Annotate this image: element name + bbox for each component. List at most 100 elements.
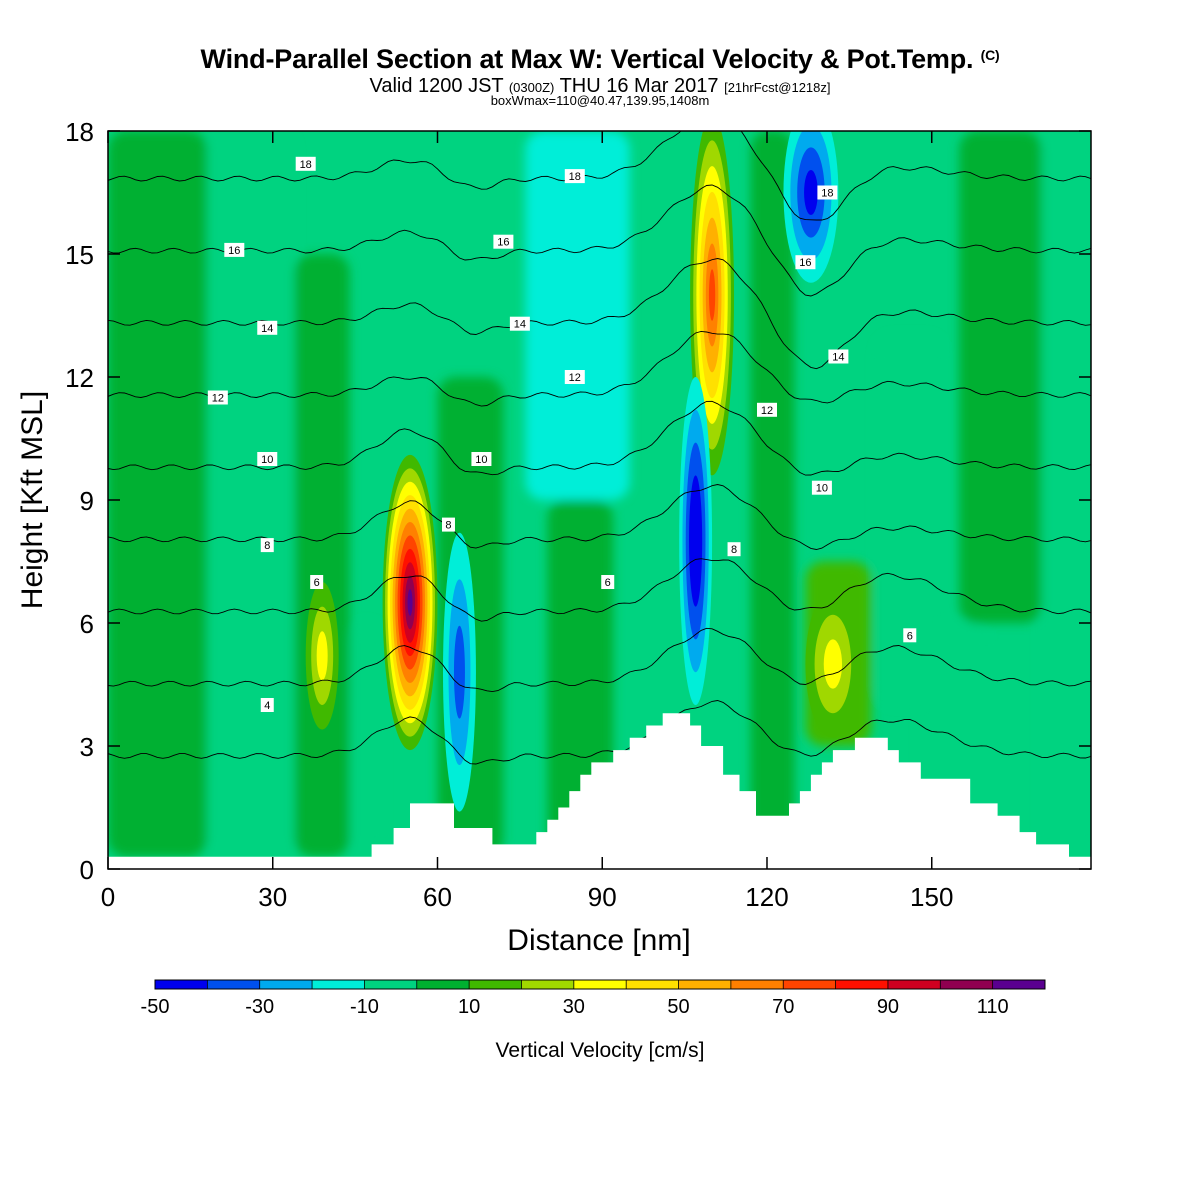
svg-text:6: 6	[314, 577, 320, 589]
chart-subtitle: Valid 1200 JST (0300Z) THU 16 Mar 2017 […	[0, 75, 1200, 98]
contour-label: 6	[310, 575, 324, 589]
core-band	[453, 625, 465, 719]
svg-text:16: 16	[799, 257, 811, 269]
colorbar-swatch	[416, 980, 470, 989]
theta-contours	[108, 131, 1091, 765]
velocity-core-2	[442, 532, 476, 812]
velocity-region-6	[525, 131, 630, 500]
x-axis: 0 30 60 90 120 150	[101, 131, 953, 912]
colorbar-swatch	[573, 980, 627, 989]
velocity-region-2	[294, 254, 350, 857]
y-tick-label: 0	[80, 855, 94, 885]
colorbar-tick-label: -50	[141, 996, 170, 1018]
svg-text:12: 12	[212, 393, 224, 405]
colorbar-tick-label: 50	[667, 996, 689, 1018]
colorbar-swatch	[207, 980, 261, 989]
velocity-region-1	[206, 131, 295, 857]
colorbar-swatch	[992, 980, 1046, 989]
colorbar-swatch	[469, 980, 522, 989]
x-tick-label: 30	[258, 882, 287, 912]
terrain	[108, 713, 1091, 869]
svg-text:8: 8	[445, 520, 451, 532]
svg-text:6: 6	[907, 630, 913, 642]
chart-title: Wind-Parallel Section at Max W: Vertical…	[0, 44, 1200, 75]
contour-label: 14	[828, 349, 849, 364]
colorbar-tick-label: 90	[877, 996, 899, 1018]
valid-utc: (0300Z)	[508, 80, 555, 95]
x-tick-label: 0	[101, 882, 115, 912]
contour-label: 10	[811, 480, 832, 495]
svg-text:6: 6	[605, 577, 611, 589]
svg-text:18: 18	[300, 159, 312, 171]
y-axis: 0 3 6 9 12 15 18	[65, 117, 1091, 885]
contour-label: 10	[471, 452, 492, 466]
colorbar-swatch	[259, 980, 313, 989]
colorbar-label: Vertical Velocity [cm/s]	[496, 1039, 705, 1062]
svg-text:18: 18	[821, 188, 833, 200]
x-tick-label: 150	[910, 882, 953, 912]
velocity-core-1	[382, 454, 438, 751]
theta-contour-6	[108, 558, 1091, 622]
chart-title-mark: (C)	[980, 47, 1000, 63]
contour-label: 4	[260, 698, 274, 712]
velocity-region-0	[108, 131, 207, 857]
y-tick-label: 9	[80, 486, 94, 516]
colorbar-swatch	[730, 980, 784, 989]
svg-text:12: 12	[569, 372, 581, 384]
colorbar-swatch	[940, 980, 994, 989]
y-tick-label: 18	[65, 117, 94, 147]
svg-text:10: 10	[475, 454, 487, 466]
contour-label: 12	[564, 370, 585, 384]
colorbar-tick-label: -30	[245, 996, 274, 1018]
svg-text:8: 8	[731, 544, 737, 556]
theta-contour-2	[108, 700, 1091, 765]
velocity-core-5	[783, 131, 839, 283]
velocity-region-11	[959, 131, 1042, 623]
velocity-core-6	[805, 590, 861, 738]
contour-label: 18	[295, 156, 316, 171]
contour-labels: 18 16 14 12 10 8 6 4 18 16 14 12 10 8 6 18 16 14 12 10 8 6	[207, 156, 917, 712]
svg-text:8: 8	[264, 540, 270, 552]
velocity-region-9	[876, 336, 943, 705]
core-band	[692, 508, 699, 574]
velocity-region-7	[750, 131, 795, 857]
velocity-core-3	[690, 131, 735, 476]
colorbar-swatch	[783, 980, 837, 989]
colorbar-swatch	[312, 980, 365, 989]
theta-contour-16	[108, 184, 1091, 297]
y-axis-label: Height [Kft MSL]	[16, 391, 49, 609]
colorbar-tick-label: 10	[458, 996, 480, 1018]
theta-contour-10	[108, 400, 1091, 476]
colorbar-tick-label: -10	[350, 996, 379, 1018]
plot-area: 18 16 14 12 10 8 6 4 18 16 14 12 10 8 6 18 16 14 12 10 8 6	[108, 131, 1091, 869]
x-tick-label: 120	[745, 882, 788, 912]
colorbar-swatch	[835, 980, 889, 989]
core-band	[407, 589, 413, 616]
y-tick-label: 12	[65, 363, 94, 393]
contour-label: 18	[564, 169, 585, 184]
colorbar-swatch	[887, 980, 941, 989]
contour-label: 6	[903, 628, 917, 643]
theta-contour-4	[108, 627, 1091, 693]
contour-label: 10	[257, 452, 278, 466]
svg-text:4: 4	[264, 700, 270, 712]
colorbar: -50 -30 -10 10 30 50 70 90 110	[141, 979, 1046, 1018]
box-info: boxWmax=110@40.47,139.95,1408m	[490, 93, 710, 108]
velocity-core-4	[679, 377, 713, 705]
colorbar-tick-label: 110	[977, 996, 1009, 1018]
valid-forecast: [21hrFcst@1218z]	[724, 80, 831, 95]
chart-title-text: Wind-Parallel Section at Max W: Vertical…	[200, 44, 974, 74]
core-band	[708, 269, 716, 321]
colorbar-swatch	[626, 980, 680, 989]
svg-text:14: 14	[514, 319, 526, 331]
contour-label: 16	[493, 234, 514, 249]
contour-label: 14	[257, 320, 278, 335]
svg-text:10: 10	[261, 454, 273, 466]
contour-label: 12	[756, 402, 777, 417]
colorbar-swatch	[521, 980, 575, 989]
contour-label: 16	[224, 242, 245, 257]
svg-text:16: 16	[228, 245, 240, 257]
y-tick-label: 6	[80, 609, 94, 639]
svg-text:18: 18	[569, 171, 581, 183]
